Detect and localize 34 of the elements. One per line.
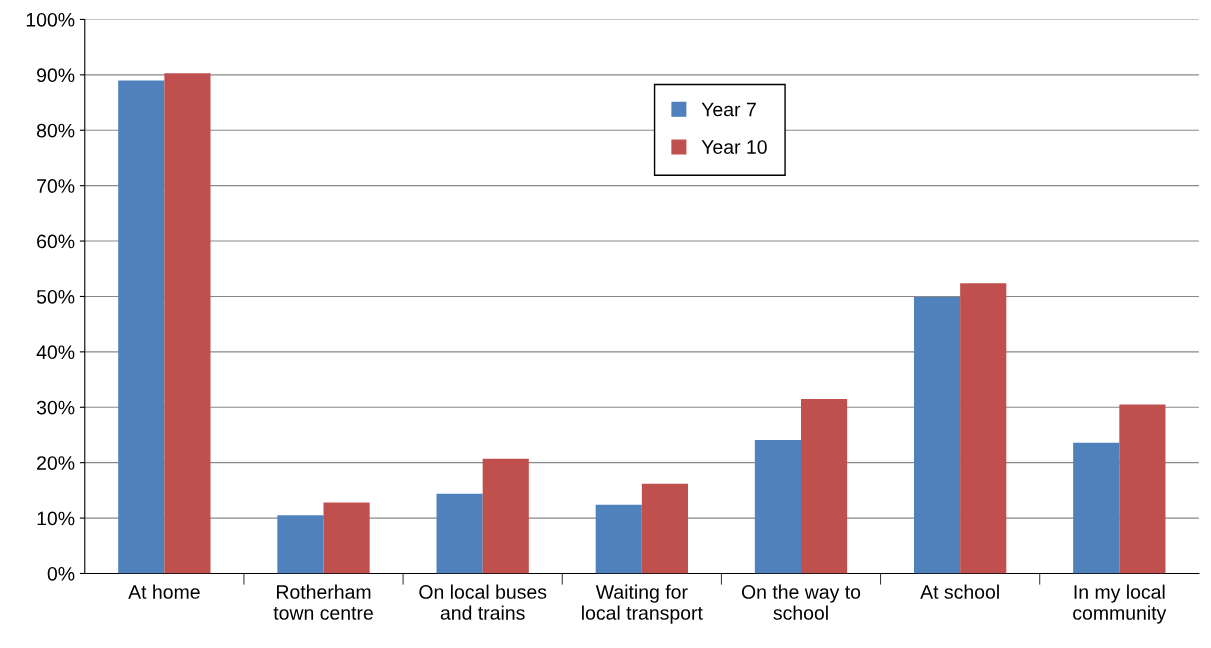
x-tick-label: Rotherham town centre <box>273 584 373 620</box>
bar <box>641 483 688 574</box>
x-tick-label: On the way to school <box>741 584 861 620</box>
bar <box>1119 404 1166 574</box>
y-tick-label: 20% <box>37 456 75 470</box>
bar <box>800 398 848 574</box>
bar <box>164 73 211 574</box>
x-tick-label: In my local community <box>1073 584 1167 624</box>
y-tick-label: 50% <box>36 289 75 304</box>
y-tick-label: 30% <box>36 400 75 415</box>
bar <box>482 458 529 574</box>
bar <box>118 80 165 574</box>
bar <box>277 515 324 574</box>
x-tick-label: Waiting for local transport <box>582 584 703 624</box>
legend-label: Year 10 <box>701 140 767 154</box>
bar <box>960 283 1007 574</box>
bar <box>754 439 801 574</box>
y-tick-label: 40% <box>36 345 75 360</box>
y-tick-label: 90% <box>37 68 75 83</box>
legend-label: Year 7 <box>701 102 756 117</box>
bar <box>436 493 483 574</box>
bar <box>595 504 642 574</box>
y-tick-label: 80% <box>36 123 75 138</box>
y-tick-label: 10% <box>37 511 75 526</box>
y-tick-label: 0% <box>47 566 75 581</box>
bar <box>1073 442 1120 574</box>
bar <box>913 297 961 574</box>
bar <box>323 502 370 574</box>
y-tick-label: 70% <box>37 179 75 193</box>
y-tick-label: 100% <box>26 12 75 27</box>
x-tick-label: At home <box>128 584 200 599</box>
y-tick-label: 60% <box>37 234 75 249</box>
x-tick-label: On local buses and trains <box>419 584 547 620</box>
x-tick-label: At school <box>920 584 999 599</box>
